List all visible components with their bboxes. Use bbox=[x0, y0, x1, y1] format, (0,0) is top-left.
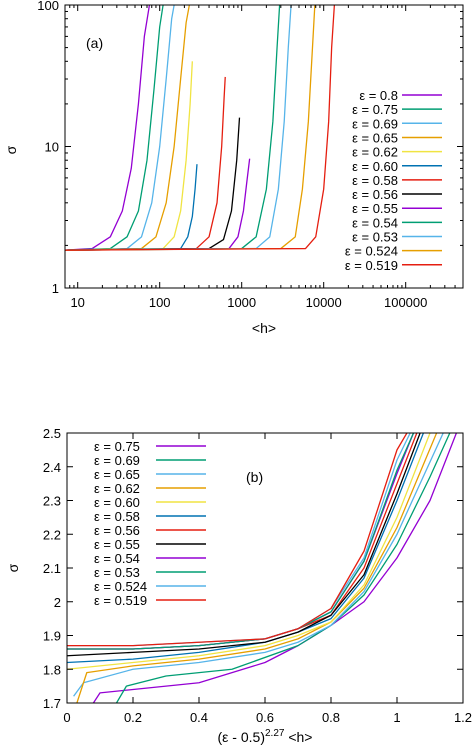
series-line-13 bbox=[65, 5, 336, 251]
y-axis-label: σ bbox=[5, 563, 21, 572]
legend-label: ε = 0.62 bbox=[352, 145, 398, 160]
legend-label: ε = 0.56 bbox=[94, 523, 140, 538]
series-line-1 bbox=[65, 5, 151, 251]
series-line-1 bbox=[92, 433, 458, 703]
y-axis-label: σ bbox=[3, 145, 19, 154]
x-tick-label: 1000 bbox=[227, 295, 256, 310]
legend-label: ε = 0.54 bbox=[352, 215, 398, 230]
legend-label: ε = 0.65 bbox=[94, 467, 140, 482]
series-group bbox=[67, 433, 458, 703]
x-tick-label: 0.2 bbox=[124, 710, 142, 725]
series-line-5 bbox=[67, 433, 431, 670]
legend: ε = 0.8ε = 0.75ε = 0.69ε = 0.65ε = 0.62ε… bbox=[345, 88, 442, 273]
series-line-8 bbox=[65, 117, 241, 251]
legend-label: ε = 0.60 bbox=[352, 159, 398, 174]
legend-label: ε = 0.58 bbox=[94, 509, 140, 524]
panel-annotation: (a) bbox=[86, 35, 103, 51]
legend-label: ε = 0.8 bbox=[359, 88, 398, 103]
x-tick-label: 10 bbox=[70, 295, 84, 310]
y-tick-label: 2.4 bbox=[43, 460, 61, 475]
legend-label: ε = 0.75 bbox=[352, 102, 398, 117]
panel-a-chart: 10 100 1000 10000 100000 1 10 100 (a) <h> σ ε = 0.8… bbox=[3, 0, 464, 336]
series-line-8 bbox=[67, 433, 421, 657]
legend-label: ε = 0.60 bbox=[94, 495, 140, 510]
x-axis-label: (ε - 0.5)2.27 <h> bbox=[218, 728, 313, 745]
legend-label: ε = 0.69 bbox=[94, 453, 140, 468]
legend-label: ε = 0.62 bbox=[94, 481, 140, 496]
x-axis-label-suffix: <h> bbox=[284, 729, 312, 745]
y-tick-label: 1.7 bbox=[43, 696, 61, 711]
y-tick-label: 10 bbox=[45, 140, 59, 155]
x-tick-label: 100000 bbox=[384, 295, 427, 310]
series-line-3 bbox=[73, 433, 444, 697]
legend-label: ε = 0.53 bbox=[352, 230, 398, 245]
y-tick-label: 2.3 bbox=[43, 494, 61, 509]
legend-label: ε = 0.55 bbox=[352, 201, 398, 216]
legend-label: ε = 0.524 bbox=[345, 244, 398, 259]
y-tick-label: 1.9 bbox=[43, 629, 61, 644]
legend-label: ε = 0.75 bbox=[94, 439, 140, 454]
legend-label: ε = 0.54 bbox=[94, 551, 140, 566]
y-tick-label: 100 bbox=[37, 0, 59, 13]
x-axis-label: <h> bbox=[252, 320, 276, 336]
panel-annotation: (b) bbox=[246, 469, 263, 485]
x-axis-label-exponent: 2.27 bbox=[265, 728, 285, 739]
series-line-2 bbox=[65, 5, 164, 251]
series-group bbox=[65, 5, 336, 251]
y-tick-label: 2.2 bbox=[43, 527, 61, 542]
y-tick-label: 2.5 bbox=[43, 426, 61, 441]
legend: ε = 0.75ε = 0.69ε = 0.65ε = 0.62ε = 0.60… bbox=[94, 439, 206, 608]
x-tick-label: 0.6 bbox=[256, 710, 274, 725]
legend-label: ε = 0.58 bbox=[352, 173, 398, 188]
legend-label: ε = 0.56 bbox=[352, 187, 398, 202]
x-tick-label: 0.4 bbox=[190, 710, 208, 725]
panel-b-chart: 0 0.2 0.4 0.6 0.8 1 1.2 1.7 1.8 1.9 2 2.1 2.2 2.3 2.4 2… bbox=[5, 426, 472, 745]
series-line-3 bbox=[65, 5, 175, 251]
series-line-4 bbox=[76, 433, 438, 703]
y-tick-label: 1 bbox=[52, 281, 59, 296]
x-tick-label: 0 bbox=[63, 710, 70, 725]
series-line-4 bbox=[65, 5, 190, 251]
y-tick-label: 2.1 bbox=[43, 561, 61, 576]
x-tick-label: 1.2 bbox=[454, 710, 472, 725]
x-tick-label: 0.8 bbox=[322, 710, 340, 725]
legend-label: ε = 0.519 bbox=[345, 258, 398, 273]
legend-label: ε = 0.69 bbox=[352, 116, 398, 131]
legend-label: ε = 0.53 bbox=[94, 565, 140, 580]
y-tick-label: 1.8 bbox=[43, 662, 61, 677]
plot-frame bbox=[64, 4, 464, 289]
legend-label: ε = 0.519 bbox=[94, 593, 147, 608]
x-axis-label-base: (ε - 0.5) bbox=[218, 729, 265, 745]
series-line-2 bbox=[115, 433, 451, 703]
legend-label: ε = 0.65 bbox=[352, 130, 398, 145]
series-line-6 bbox=[65, 164, 198, 251]
x-tick-label: 10000 bbox=[306, 295, 342, 310]
x-tick-label: 100 bbox=[149, 295, 171, 310]
legend-label: ε = 0.524 bbox=[94, 579, 147, 594]
series-line-12 bbox=[67, 433, 408, 647]
y-tick-label: 2 bbox=[54, 595, 61, 610]
legend-label: ε = 0.55 bbox=[94, 537, 140, 552]
x-tick-label: 1 bbox=[393, 710, 400, 725]
series-line-9 bbox=[65, 158, 251, 251]
